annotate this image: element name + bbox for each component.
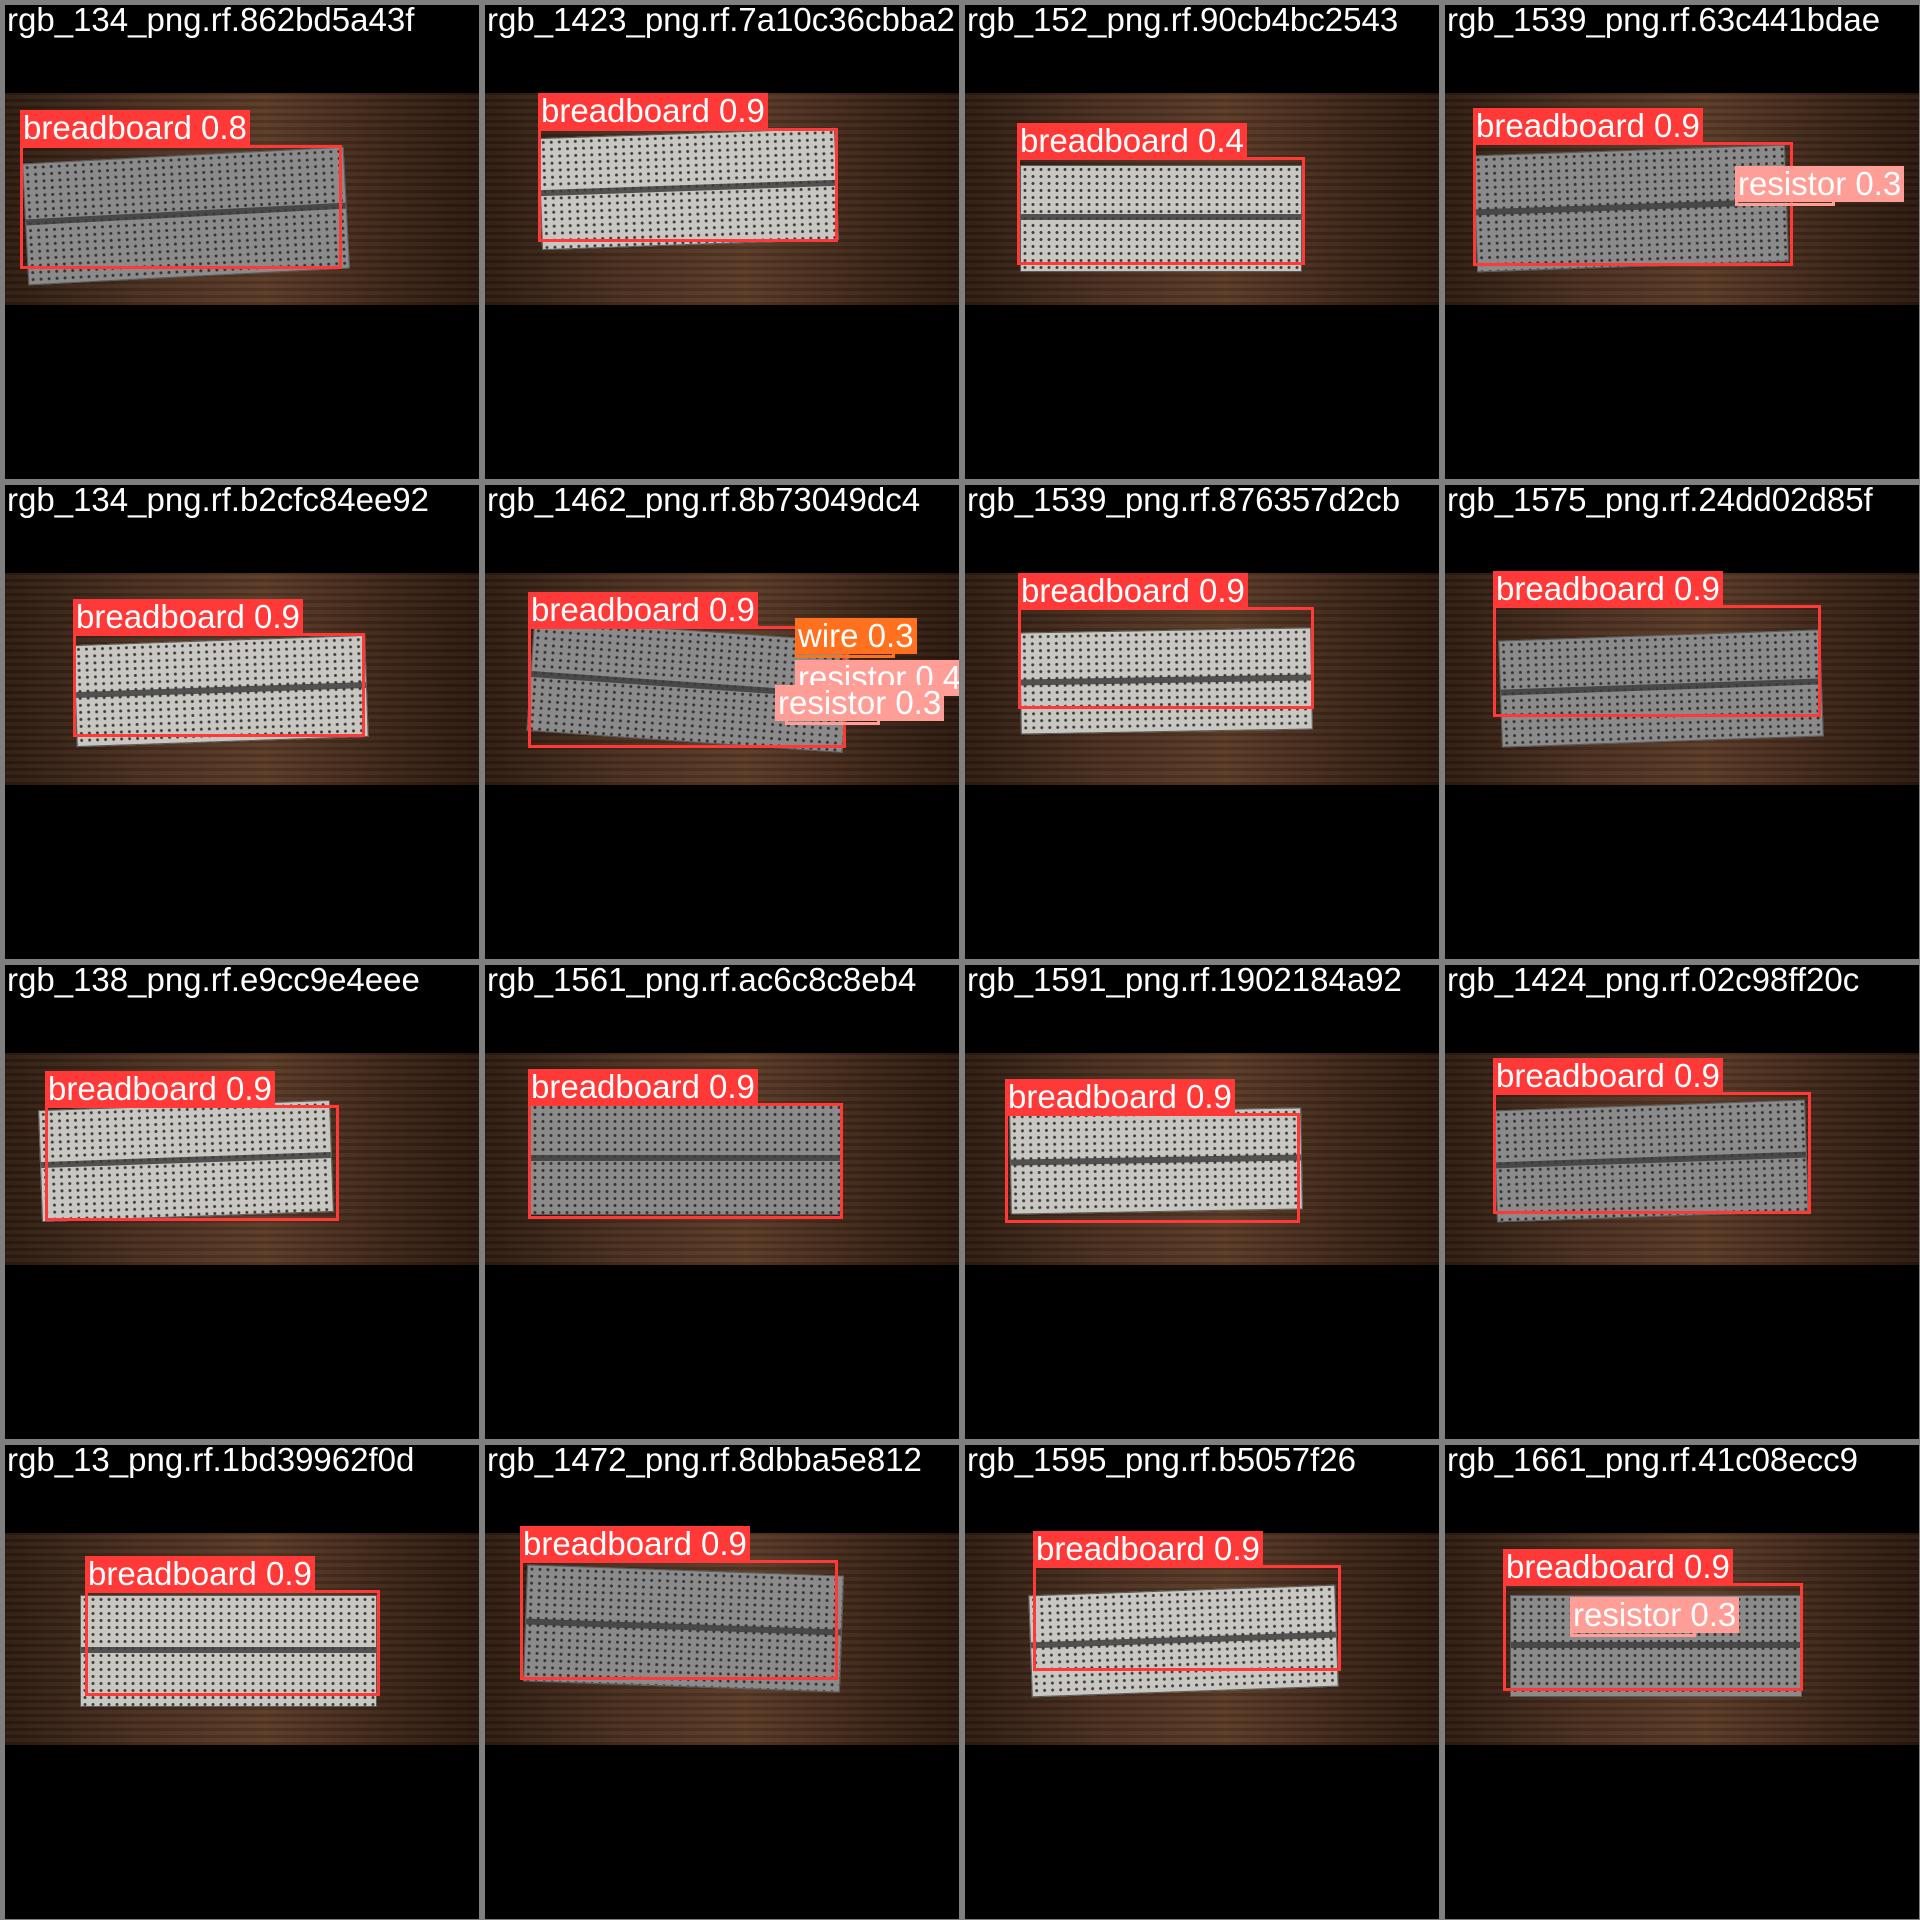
bounding-box-breadboard (520, 1560, 838, 1680)
detection-label-resistor: resistor 0.3 (1735, 166, 1905, 202)
bounding-box-breadboard (1033, 1565, 1341, 1671)
tile-filename: rgb_134_png.rf.862bd5a43f (7, 1, 415, 38)
detection-label-breadboard: breadboard 0.9 (1005, 1079, 1235, 1115)
image-tile: breadboard 0.9 (965, 1445, 1439, 1919)
image-tile: breadboard 0.9 (1445, 485, 1919, 959)
bounding-box-breadboard (45, 1105, 339, 1221)
tile-filename: rgb_138_png.rf.e9cc9e4eee (7, 961, 420, 998)
detection-label-wire: wire 0.3 (795, 618, 917, 654)
image-tile: breadboard 0.9 (5, 965, 479, 1439)
bounding-box-breadboard (85, 1590, 380, 1696)
detection-label-breadboard: breadboard 0.9 (73, 599, 303, 635)
tile-filename: rgb_1661_png.rf.41c08ecc9 (1447, 1441, 1858, 1478)
tile-filename: rgb_1595_png.rf.b5057f26 (967, 1441, 1357, 1478)
tile-filename: rgb_1575_png.rf.24dd02d85f (1447, 481, 1873, 518)
detection-label-breadboard: breadboard 0.9 (528, 592, 758, 628)
tile-filename: rgb_1539_png.rf.63c441bdae (1447, 1, 1881, 38)
bounding-box-breadboard (1493, 605, 1821, 717)
detection-label-breadboard: breadboard 0.8 (20, 110, 250, 146)
detection-label-breadboard: breadboard 0.9 (538, 93, 768, 129)
image-tile: breadboard 0.9 resistor 0.3 (1445, 1445, 1919, 1919)
bounding-box-breadboard (73, 633, 365, 737)
bounding-box-breadboard (1018, 607, 1314, 709)
image-tile: breadboard 0.9 wire 0.3 resistor 0.4 resist… (485, 485, 959, 959)
image-tile: breadboard 0.9 resistor 0.3 (1445, 5, 1919, 479)
tile-filename: rgb_152_png.rf.90cb4bc2543 (967, 1, 1399, 38)
image-tile: breadboard 0.9 (485, 5, 959, 479)
tile-filename: rgb_134_png.rf.b2cfc84ee92 (7, 481, 430, 518)
bounding-box-breadboard (1005, 1113, 1300, 1223)
image-tile: breadboard 0.9 (5, 1445, 479, 1919)
breadboard-photo (530, 1103, 842, 1215)
detection-label-breadboard: breadboard 0.9 (1473, 108, 1703, 144)
tile-filename: rgb_1424_png.rf.02c98ff20c (1447, 961, 1860, 998)
breadboard-photo (1020, 165, 1302, 272)
detection-label-breadboard: breadboard 0.9 (1493, 1058, 1723, 1094)
detection-label-breadboard: breadboard 0.9 (1503, 1549, 1733, 1585)
bounding-box-breadboard (1493, 1092, 1811, 1214)
detection-label-breadboard: breadboard 0.9 (85, 1556, 315, 1592)
detection-label-breadboard: breadboard 0.9 (1018, 573, 1248, 609)
image-tile: breadboard 0.8 (5, 5, 479, 479)
image-tile: breadboard 0.9 (485, 1445, 959, 1919)
bounding-box-breadboard (1017, 157, 1305, 265)
image-tile: breadboard 0.4 (965, 5, 1439, 479)
tile-filename: rgb_13_png.rf.1bd39962f0d (7, 1441, 415, 1478)
tile-filename: rgb_1423_png.rf.7a10c36cbba2 (487, 1, 955, 38)
tile-filename: rgb_1472_png.rf.8dbba5e812 (487, 1441, 922, 1478)
bounding-box-breadboard (20, 145, 342, 269)
detection-label-breadboard: breadboard 0.9 (520, 1526, 750, 1562)
detection-label-breadboard: breadboard 0.9 (1493, 571, 1723, 607)
image-tile: breadboard 0.9 (965, 965, 1439, 1439)
tile-filename: rgb_1561_png.rf.ac6c8c8eb4 (487, 961, 917, 998)
detection-label-resistor: resistor 0.3 (1570, 1597, 1740, 1633)
image-tile: breadboard 0.9 (485, 965, 959, 1439)
tile-filename: rgb_1591_png.rf.1902184a92 (967, 961, 1402, 998)
detection-label-resistor: resistor 0.3 (775, 685, 945, 721)
tile-filename: rgb_1539_png.rf.876357d2cb (967, 481, 1401, 518)
detection-label-breadboard: breadboard 0.9 (1033, 1531, 1263, 1567)
bounding-box-breadboard (528, 1103, 843, 1219)
bounding-box-breadboard (538, 128, 838, 242)
image-tile: breadboard 0.9 (965, 485, 1439, 959)
detection-label-breadboard: breadboard 0.9 (528, 1069, 758, 1105)
breadboard-photo (80, 1595, 377, 1707)
image-tile: breadboard 0.9 (1445, 965, 1919, 1439)
detection-label-breadboard: breadboard 0.4 (1017, 123, 1247, 159)
image-tile: breadboard 0.9 (5, 485, 479, 959)
tile-filename: rgb_1462_png.rf.8b73049dc4 (487, 481, 921, 518)
detection-label-breadboard: breadboard 0.9 (45, 1071, 275, 1107)
